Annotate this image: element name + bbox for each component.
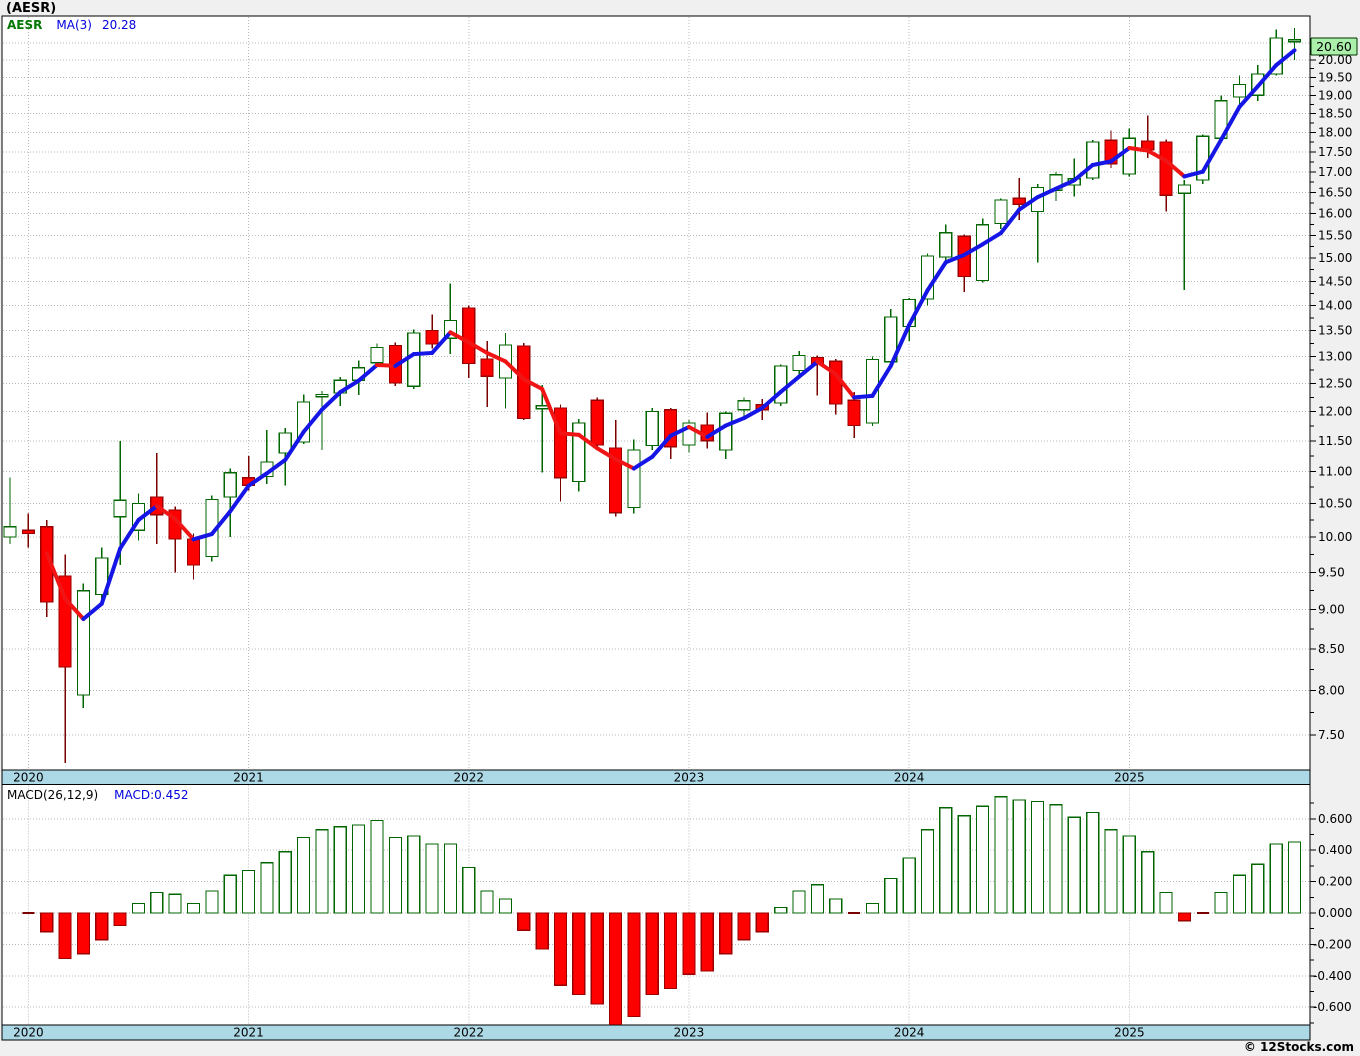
svg-text:16.00: 16.00	[1318, 207, 1352, 221]
svg-text:2024: 2024	[894, 1026, 925, 1040]
svg-text:2022: 2022	[453, 1026, 484, 1040]
svg-text:19.00: 19.00	[1318, 88, 1352, 102]
svg-text:-0.400: -0.400	[1313, 969, 1352, 983]
svg-text:2020: 2020	[13, 1026, 44, 1040]
svg-text:11.50: 11.50	[1318, 434, 1352, 448]
svg-text:2021: 2021	[233, 771, 264, 785]
svg-text:2023: 2023	[674, 771, 705, 785]
svg-text:8.50: 8.50	[1318, 642, 1345, 656]
svg-text:15.00: 15.00	[1318, 251, 1352, 265]
svg-text:9.50: 9.50	[1318, 565, 1345, 579]
svg-text:9.00: 9.00	[1318, 603, 1345, 617]
svg-text:18.50: 18.50	[1318, 107, 1352, 121]
svg-text:0.000: 0.000	[1318, 906, 1352, 920]
svg-text:10.50: 10.50	[1318, 496, 1352, 510]
svg-text:-0.200: -0.200	[1313, 937, 1352, 951]
svg-text:8.00: 8.00	[1318, 684, 1345, 698]
svg-text:20.60: 20.60	[1316, 39, 1352, 54]
svg-text:-0.600: -0.600	[1313, 1000, 1352, 1014]
svg-text:14.00: 14.00	[1318, 298, 1352, 312]
svg-text:2021: 2021	[233, 1026, 264, 1040]
svg-text:7.50: 7.50	[1318, 728, 1345, 742]
current-price-badge: 20.60	[1310, 37, 1358, 56]
svg-text:14.50: 14.50	[1318, 274, 1352, 288]
svg-text:13.50: 13.50	[1318, 323, 1352, 337]
svg-text:16.50: 16.50	[1318, 185, 1352, 199]
svg-text:10.00: 10.00	[1318, 530, 1352, 544]
svg-text:2023: 2023	[674, 1026, 705, 1040]
svg-text:2020: 2020	[13, 771, 44, 785]
svg-text:12.00: 12.00	[1318, 405, 1352, 419]
svg-text:17.50: 17.50	[1318, 145, 1352, 159]
svg-text:12.50: 12.50	[1318, 376, 1352, 390]
svg-text:15.50: 15.50	[1318, 228, 1352, 242]
svg-text:2022: 2022	[453, 771, 484, 785]
svg-text:20.00: 20.00	[1318, 53, 1352, 67]
svg-text:18.00: 18.00	[1318, 126, 1352, 140]
svg-text:2025: 2025	[1114, 771, 1145, 785]
svg-text:19.50: 19.50	[1318, 70, 1352, 84]
svg-text:0.600: 0.600	[1318, 812, 1352, 826]
svg-text:13.00: 13.00	[1318, 349, 1352, 363]
svg-text:11.00: 11.00	[1318, 464, 1352, 478]
svg-text:0.400: 0.400	[1318, 843, 1352, 857]
svg-text:2024: 2024	[894, 771, 925, 785]
svg-text:0.200: 0.200	[1318, 875, 1352, 889]
svg-text:2025: 2025	[1114, 1026, 1145, 1040]
svg-text:17.00: 17.00	[1318, 165, 1352, 179]
